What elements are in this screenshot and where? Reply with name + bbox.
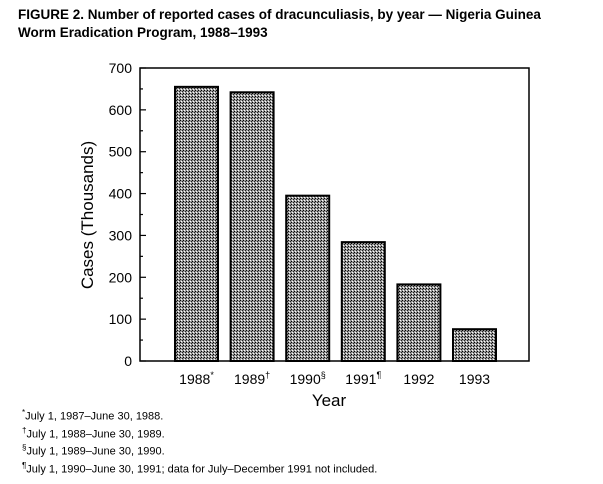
bar-1990 xyxy=(285,194,331,362)
footnote-mark: † xyxy=(22,425,27,435)
y-tick-label: 100 xyxy=(109,311,133,327)
x-tick-label: 1991¶ xyxy=(345,370,381,387)
footnote: †July 1, 1988–June 30, 1989. xyxy=(22,424,377,442)
chart-title: FIGURE 2. Number of reported cases of dr… xyxy=(18,6,598,42)
bar-1991 xyxy=(340,241,386,362)
y-axis-label: Cases (Thousands) xyxy=(78,141,97,289)
x-tick-label: 1992 xyxy=(403,371,434,387)
y-tick-label: 0 xyxy=(124,353,132,369)
footnote: §July 1, 1989–June 30, 1990. xyxy=(22,441,377,459)
footnote-mark: § xyxy=(22,443,27,453)
footnote-text: July 1, 1988–June 30, 1989. xyxy=(26,428,165,441)
y-tick-label: 500 xyxy=(109,144,133,160)
footnote-mark: * xyxy=(22,408,26,417)
footnote-mark: ¶ xyxy=(22,460,27,470)
bar-1989 xyxy=(229,91,275,363)
bar-1988 xyxy=(174,85,219,362)
y-tick-label: 200 xyxy=(109,269,133,285)
y-tick-label: 700 xyxy=(109,60,133,76)
x-tick-label: 1990§ xyxy=(290,370,326,387)
bar-1992 xyxy=(396,283,442,362)
footnote: *July 1, 1987–June 30, 1988. xyxy=(22,406,377,424)
footnote: ¶July 1, 1990–June 30, 1991; data for Ju… xyxy=(22,459,377,477)
bar-1993 xyxy=(452,328,497,362)
x-tick-label: 1993 xyxy=(459,371,490,387)
y-tick-label: 300 xyxy=(109,227,133,243)
y-tick-label: 400 xyxy=(109,186,133,202)
x-axis-label: Year xyxy=(312,391,347,410)
footnote-text: July 1, 1987–June 30, 1988. xyxy=(25,410,164,423)
x-tick-label: 1988* xyxy=(179,370,214,387)
title-line-1: FIGURE 2. Number of reported cases of dr… xyxy=(18,7,541,22)
y-tick-label: 600 xyxy=(109,102,133,118)
footnote-text: July 1, 1990–June 30, 1991; data for Jul… xyxy=(26,463,378,476)
x-tick-label: 1989† xyxy=(234,370,270,387)
footnotes: *July 1, 1987–June 30, 1988. †July 1, 198… xyxy=(22,406,377,477)
title-line-2: Worm Eradication Program, 1988–1993 xyxy=(18,25,268,40)
footnote-text: July 1, 1989–June 30, 1990. xyxy=(26,445,165,458)
